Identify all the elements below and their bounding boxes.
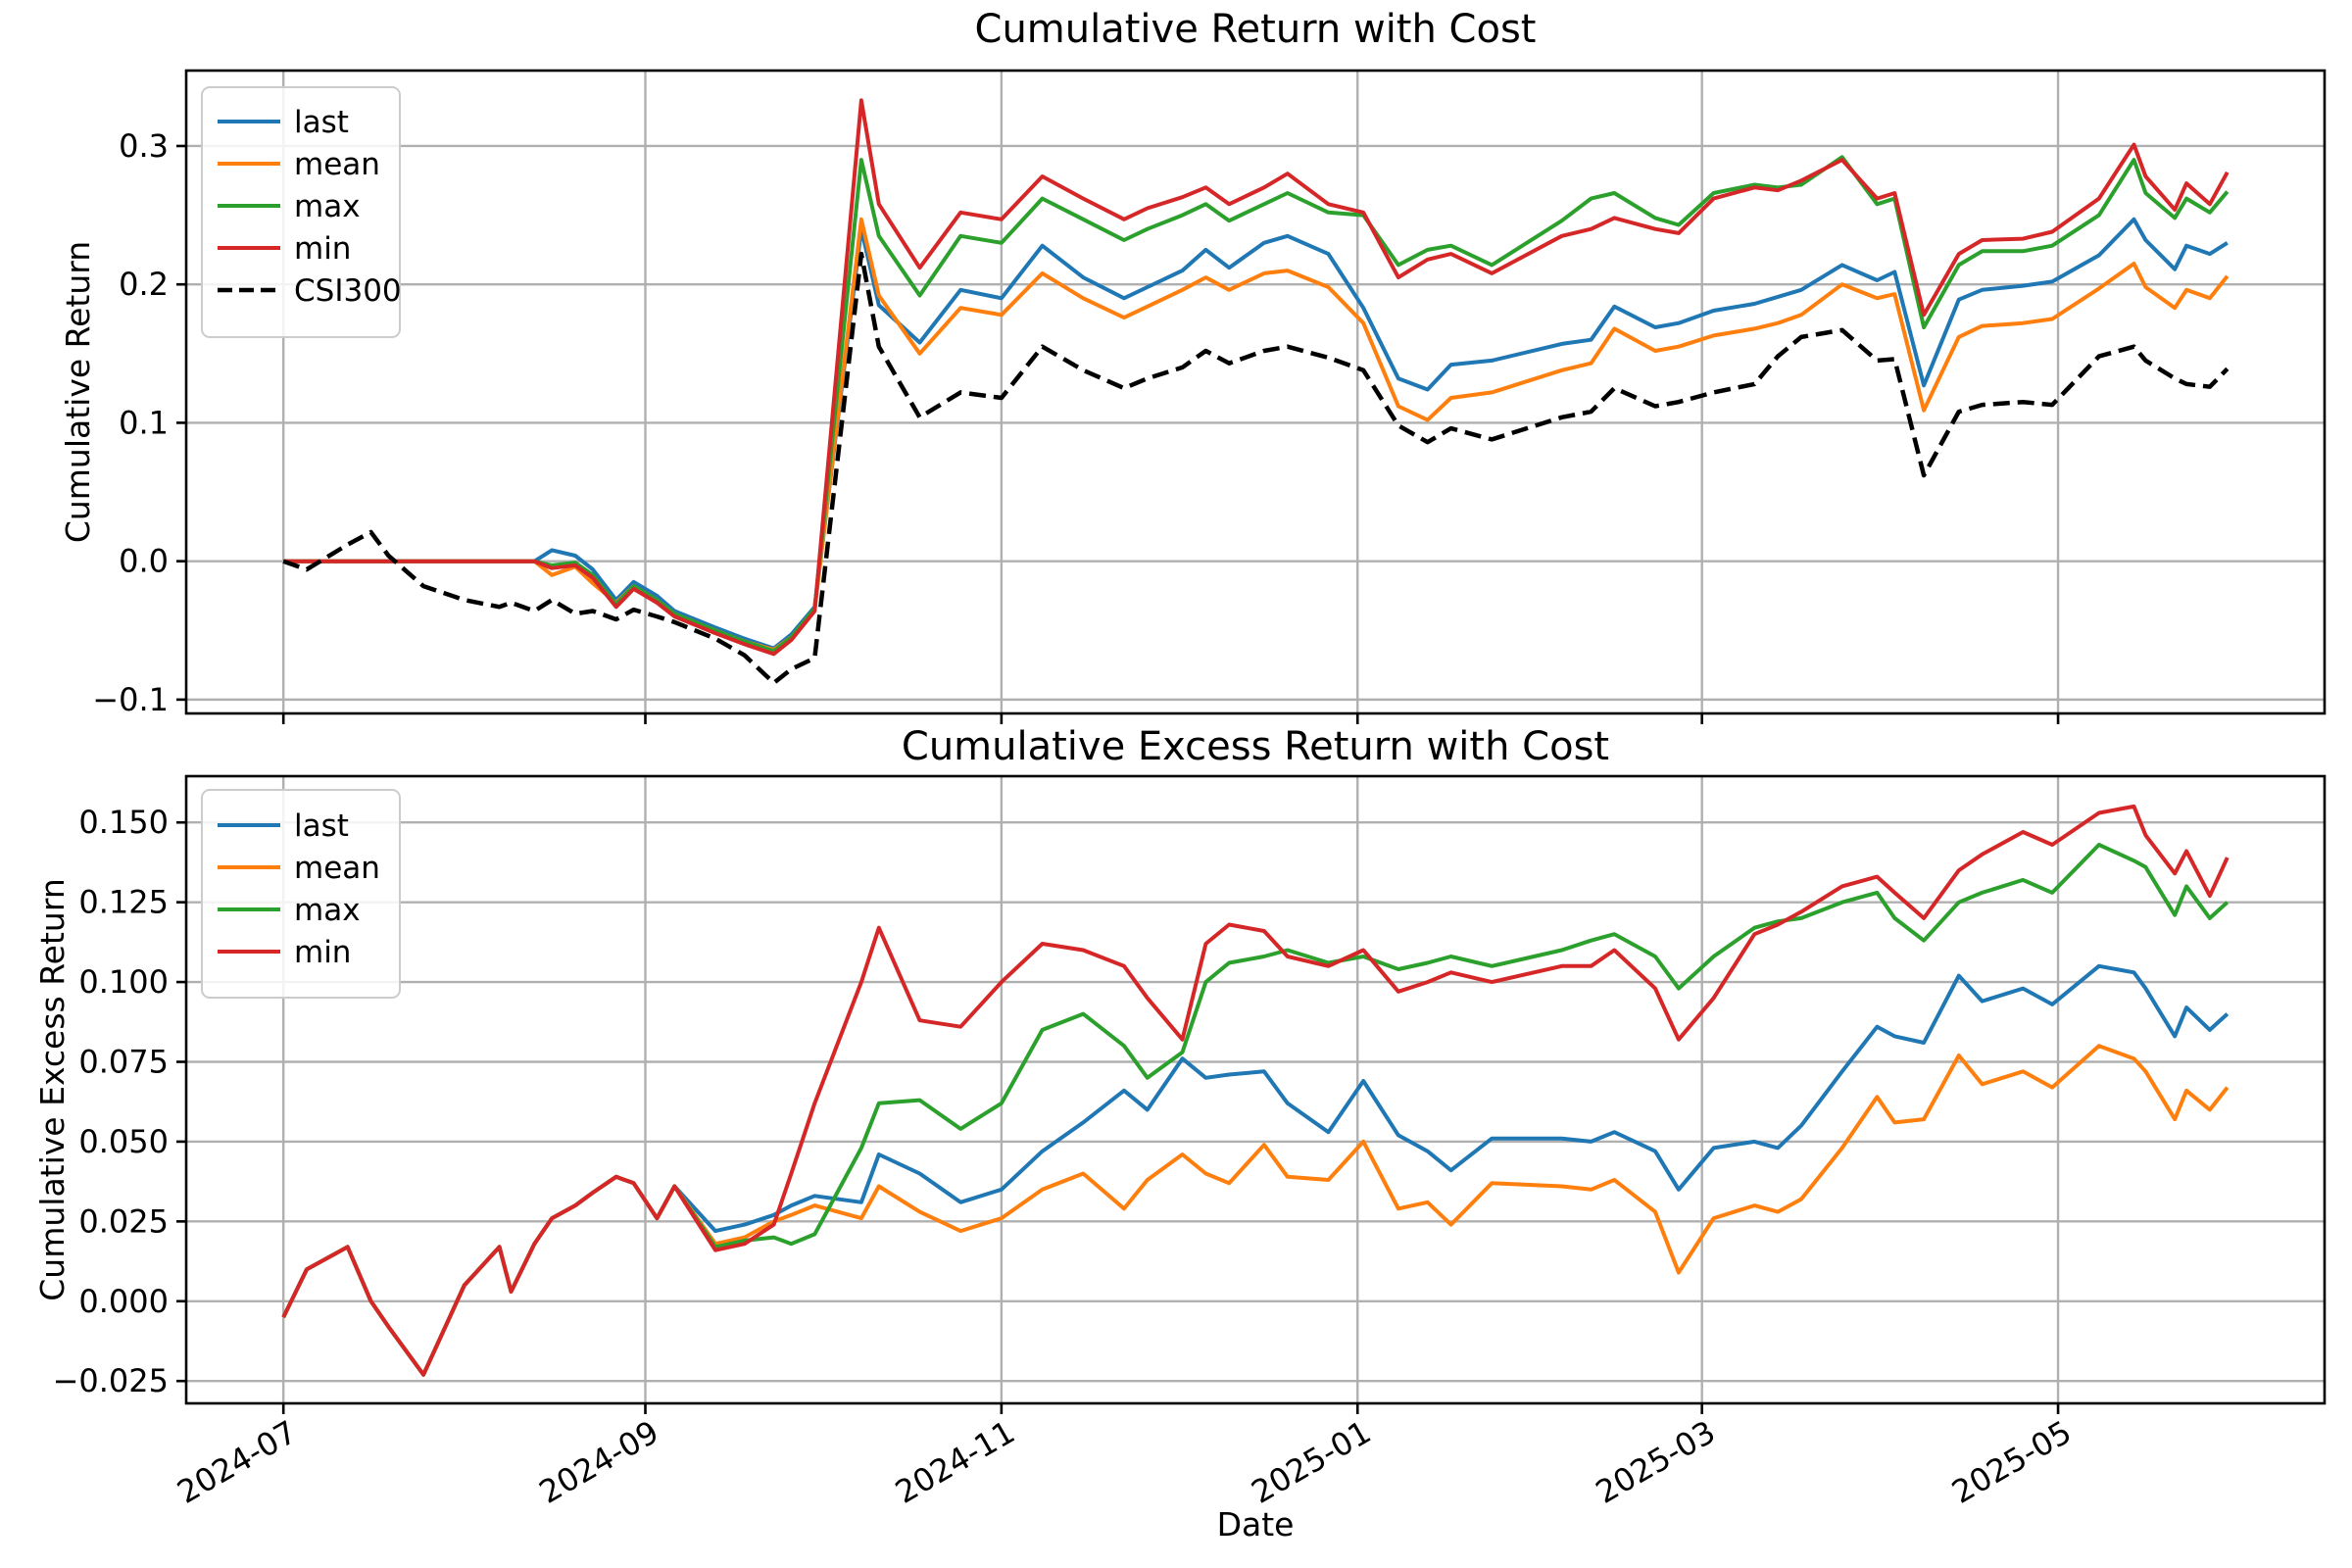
legend-label: min (294, 935, 351, 970)
legend-label: max (294, 893, 361, 928)
legend-label: mean (294, 851, 380, 886)
y-tick-label: 0.000 (78, 1283, 169, 1320)
y-tick-label: −0.025 (53, 1362, 169, 1399)
y-tick-label: 0.050 (78, 1123, 169, 1160)
y-tick-label: 0.0 (119, 543, 169, 580)
y-tick-label: 0.075 (78, 1044, 169, 1081)
top-plot-border (184, 69, 2327, 715)
legend-item-csi300: CSI300 (218, 273, 402, 309)
bottom-series-line-min (281, 804, 2230, 1377)
top-chart-title: Cumulative Return with Cost (974, 7, 1537, 52)
x-tick-label: 2024-09 (533, 1413, 665, 1511)
legend-label: mean (294, 147, 380, 182)
x-tick-label: 2024-11 (889, 1413, 1021, 1511)
bottom-series-line-max (281, 843, 2230, 1377)
legend-item-max: max (218, 189, 361, 224)
legend-label: min (294, 231, 351, 267)
top-series-line-csi300 (282, 251, 2230, 686)
legend-box (201, 789, 401, 999)
y-tick-label: 0.150 (78, 804, 169, 841)
top-series-line-mean (283, 217, 2230, 652)
legend-item-min: min (218, 935, 351, 970)
x-axis-label: Date (1216, 1505, 1295, 1544)
legend-label: last (294, 105, 349, 140)
top-plot: −0.1 0.0 0.1 0.2 0.3 last mean max min CSI300 (92, 69, 2327, 724)
legend-box (201, 86, 401, 338)
legend-label: CSI300 (294, 273, 402, 309)
x-tick-label: 2025-01 (1245, 1413, 1377, 1511)
top-series-line-max (283, 155, 2230, 654)
y-tick-label: 0.025 (78, 1202, 169, 1240)
legend-item-max: max (218, 893, 361, 928)
top-y-axis-label: Cumulative Return (59, 240, 97, 544)
legend-item-mean: mean (218, 147, 380, 182)
legend-label: max (294, 189, 361, 224)
x-tick-label: 2025-05 (1945, 1413, 2078, 1511)
legend-item-last: last (218, 808, 349, 844)
x-tick-label: 2024-07 (171, 1413, 303, 1511)
bottom-series-line-last (281, 963, 2230, 1377)
bottom-chart-title: Cumulative Excess Return with Cost (901, 724, 1610, 769)
legend-item-last: last (218, 105, 349, 140)
bottom-y-axis-label: Cumulative Excess Return (33, 878, 72, 1301)
y-tick-label: 0.2 (119, 266, 169, 303)
y-tick-label: 0.3 (119, 127, 169, 165)
legend-label: last (294, 808, 349, 844)
legend-item-min: min (218, 231, 351, 267)
bottom-series-line-mean (281, 1044, 2230, 1377)
y-tick-label: 0.100 (78, 963, 169, 1001)
top-series-line-last (283, 217, 2229, 651)
legend-item-mean: mean (218, 851, 380, 886)
bottom-plot: −0.025 0.000 0.025 0.050 0.075 0.100 0.125 0.15… (53, 774, 2327, 1511)
y-tick-label: 0.125 (78, 884, 169, 921)
y-tick-label: −0.1 (92, 681, 169, 718)
top-series-line-min (283, 98, 2230, 657)
bottom-plot-border (184, 774, 2327, 1405)
bottom-legend: last mean max min (201, 789, 401, 999)
y-tick-label: 0.1 (119, 404, 169, 441)
top-legend: last mean max min CSI300 (201, 86, 402, 338)
x-tick-label: 2025-03 (1590, 1413, 1722, 1511)
